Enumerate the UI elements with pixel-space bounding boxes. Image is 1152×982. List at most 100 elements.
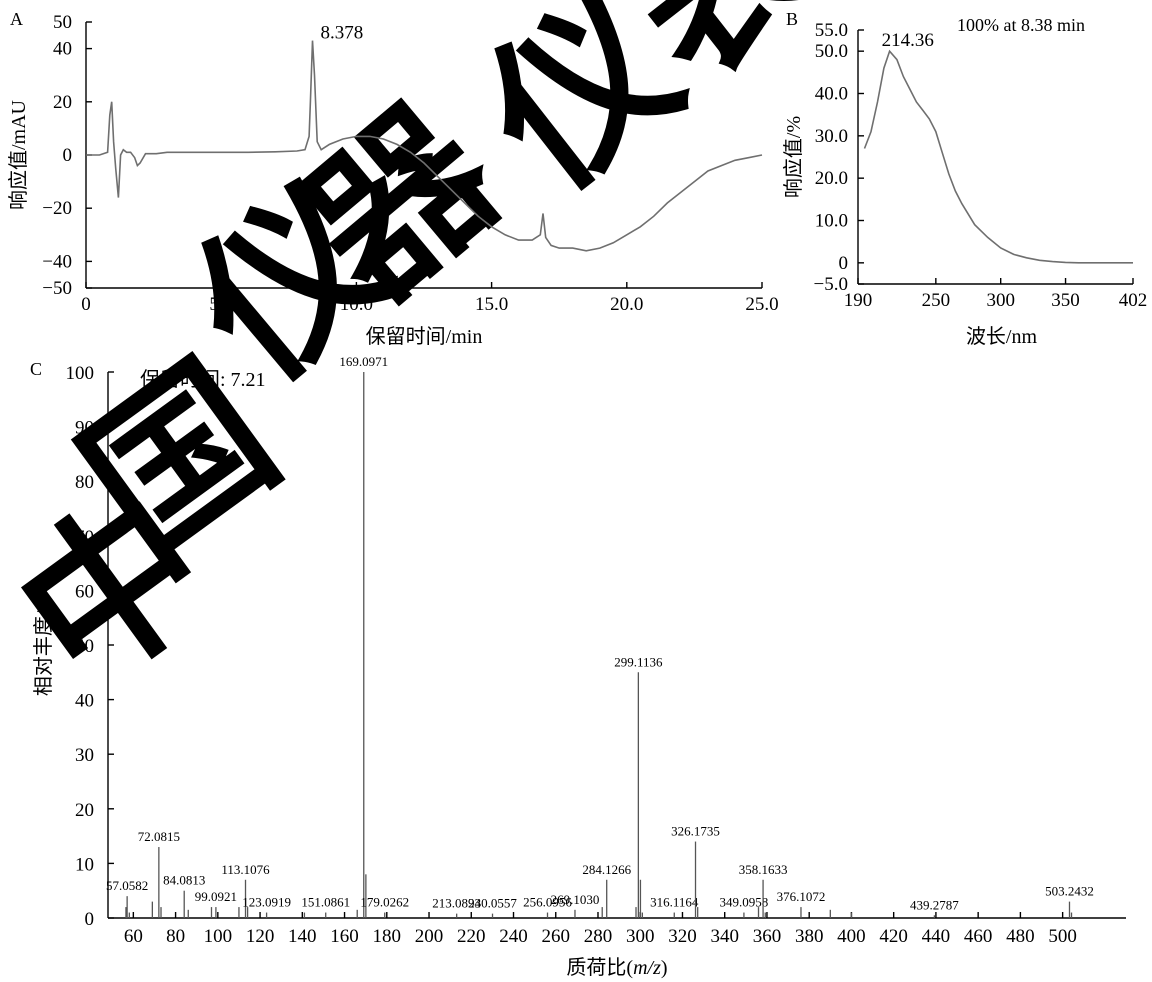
- mass-spectrum-y-tick: 80: [75, 472, 94, 493]
- mass-spectrum-x-tick: 300: [626, 926, 655, 947]
- panel-label-a: A: [10, 9, 23, 29]
- uv-spectrum-y-tick: 55.0: [815, 20, 848, 41]
- mass-spectrum-y-tick: 100: [66, 363, 95, 384]
- mass-spectrum-x-label-suffix: ): [661, 957, 668, 979]
- uv-spectrum-y-label: 响应值/%: [782, 116, 805, 198]
- uv-spectrum-peak-label: 214.36: [882, 30, 934, 51]
- chromatogram-ticks: 0 5.0 10.0 15.0 20.0 25.0 50 40 20 0 −20 −40 −50: [42, 12, 778, 315]
- mass-spectrum-x-tick: 440: [922, 926, 951, 947]
- chromatogram-y-tick: 0: [63, 145, 73, 166]
- uv-spectrum-y-tick: 30.0: [815, 126, 848, 147]
- mass-spectrum-y-tick: 30: [75, 745, 94, 766]
- mass-spectrum-x-tick: 240: [499, 926, 528, 947]
- mass-spectrum-x-tick: 380: [795, 926, 824, 947]
- mass-peak-label: 169.0971: [339, 354, 388, 369]
- mass-peak-label: 151.0861: [301, 895, 350, 910]
- chromatogram-y-tick: −50: [42, 278, 72, 299]
- mass-spectrum-y-label: 相对丰度/%: [32, 594, 55, 696]
- chromatogram-x-tick: 20.0: [610, 294, 643, 315]
- chromatogram-y-tick: −40: [42, 251, 72, 272]
- chromatogram-y-tick: −20: [42, 198, 72, 219]
- mass-spectrum-x-tick: 200: [415, 926, 444, 947]
- mass-spectrum-x-label: 质荷比(m/z): [566, 956, 667, 979]
- mass-peak-label: 376.1072: [777, 889, 826, 904]
- mass-peak-label: 503.2432: [1045, 884, 1094, 899]
- chromatogram-x-tick: 10.0: [340, 294, 373, 315]
- chromatogram-peak-label: 8.378: [321, 23, 364, 44]
- mass-peak-label: 123.0919: [242, 895, 291, 910]
- mass-spectrum-x-tick: 500: [1048, 926, 1077, 947]
- uv-spectrum-trace: [863, 49, 1133, 264]
- uv-spectrum-y-tick: 10.0: [815, 211, 848, 232]
- mass-spectrum-x-tick: 180: [373, 926, 402, 947]
- uv-spectrum-y-tick: 20.0: [815, 168, 848, 189]
- mass-spectrum-x-label-prefix: 质荷比(: [566, 956, 633, 979]
- uv-spectrum-x-tick: 250: [922, 290, 951, 311]
- mass-peak-label: 113.1076: [221, 862, 270, 877]
- mass-spectrum-x-tick: 60: [124, 926, 143, 947]
- watermark: 中国仪器仪表: [0, 0, 852, 722]
- mass-peak-label: 179.0262: [360, 895, 409, 910]
- chromatogram-panel: 0 5.0 10.0 15.0 20.0 25.0 50 40 20 0 −20 −40 −50 8.3…: [7, 12, 779, 348]
- mass-peak-label: 256.0956: [523, 895, 572, 910]
- uv-spectrum-x-label: 波长/nm: [966, 325, 1038, 348]
- chromatogram-x-label: 保留时间/min: [366, 325, 483, 348]
- uv-spectrum-axes: [857, 30, 1133, 285]
- chromatogram-x-tick: 25.0: [745, 294, 778, 315]
- retention-time-annotation: 保留时间: 7.21: [140, 368, 266, 391]
- mass-peak-label: 213.0894: [432, 896, 481, 911]
- mass-spectrum-x-tick: 320: [668, 926, 697, 947]
- mass-spectrum-y-tick: 20: [75, 800, 94, 821]
- chromatogram-trace: [86, 40, 763, 252]
- mass-spectrum-x-tick: 80: [166, 926, 185, 947]
- uv-spectrum-y-tick: 0: [839, 253, 849, 274]
- uv-spectrum-note: 100% at 8.38 min: [957, 15, 1085, 35]
- mass-spectrum-x-tick: 360: [753, 926, 782, 947]
- panel-label-c: C: [30, 359, 42, 379]
- mass-spectrum-x-tick: 140: [288, 926, 317, 947]
- uv-spectrum-y-tick: 40.0: [815, 84, 848, 105]
- mass-spectrum-x-tick: 120: [246, 926, 275, 947]
- chromatogram-x-tick: 5.0: [209, 294, 233, 315]
- mass-peak-label: 72.0815: [138, 829, 180, 844]
- mass-spectrum-x-tick: 280: [584, 926, 613, 947]
- chromatogram-x-tick: 15.0: [475, 294, 508, 315]
- uv-spectrum-x-tick: 190: [844, 290, 873, 311]
- mass-spectrum-y-tick: 60: [75, 581, 94, 602]
- mass-peak-label: 230.0557: [468, 896, 517, 911]
- mass-peak-label: 349.0958: [720, 895, 769, 910]
- mass-spectrum-ticks: 60 80 100 120 140 160 180 200 220 240 260 280 300 320…: [66, 363, 1077, 947]
- mass-peak-label: 99.0921: [195, 889, 237, 904]
- uv-spectrum-y-tick: −5.0: [814, 274, 848, 295]
- mass-spectrum-y-tick: 0: [85, 909, 95, 930]
- chromatogram-x-tick: 0: [81, 294, 91, 315]
- mass-spectrum-y-tick: 50: [75, 636, 94, 657]
- chromatogram-y-tick: 40: [53, 39, 72, 60]
- mass-peak-label: 439.2787: [910, 897, 959, 912]
- mass-peak-label: 57.0582: [106, 878, 148, 893]
- panel-label-b: B: [786, 9, 798, 29]
- mass-peak-label: 84.0813: [163, 873, 205, 888]
- uv-spectrum-x-tick: 350: [1051, 290, 1080, 311]
- mass-spectrum-x-label-italic: m/z: [633, 957, 661, 979]
- uv-spectrum-panel: 190 250 300 350 402 55.050.0 40.0 30.0 20.0 10.0 0…: [782, 15, 1147, 348]
- mass-peak-label: 326.1735: [671, 824, 720, 839]
- mass-spectrum-x-tick: 340: [710, 926, 739, 947]
- mass-spectrum-x-tick: 220: [457, 926, 486, 947]
- mass-peak-label: 358.1633: [739, 862, 788, 877]
- chromatogram-y-label: 响应值/mAU: [7, 99, 30, 210]
- mass-spectrum-x-tick: 400: [837, 926, 866, 947]
- mass-spectrum-y-tick: 40: [75, 691, 94, 712]
- mass-spectrum-x-tick: 100: [204, 926, 233, 947]
- mass-spectrum-x-tick: 260: [542, 926, 571, 947]
- mass-peak-label: 316.1164: [650, 895, 699, 910]
- mass-peak-label: 284.1266: [582, 862, 631, 877]
- mass-peak-label: 299.1136: [614, 654, 663, 669]
- mass-spectrum-x-tick: 460: [964, 926, 993, 947]
- mass-spectrum-y-tick: 10: [75, 854, 94, 875]
- mass-spectrum-y-tick: 70: [75, 527, 94, 548]
- mass-spectrum-x-tick: 480: [1006, 926, 1035, 947]
- mass-spectrum-x-tick: 420: [879, 926, 908, 947]
